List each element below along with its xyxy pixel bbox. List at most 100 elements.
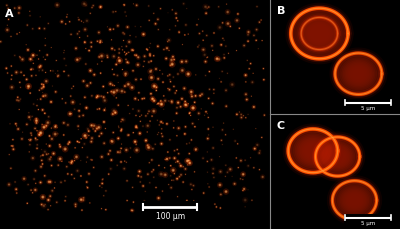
Point <box>223 89 229 93</box>
Point <box>222 164 229 167</box>
Point <box>36 89 42 93</box>
Point <box>34 104 40 108</box>
Point <box>65 142 71 146</box>
Point <box>28 138 34 142</box>
Point <box>219 128 226 132</box>
Point <box>84 20 90 24</box>
Point <box>34 143 40 147</box>
Point <box>27 92 33 95</box>
Point <box>210 49 216 53</box>
Point <box>170 76 176 80</box>
Point <box>37 181 44 185</box>
Point <box>218 81 224 84</box>
Point <box>89 95 95 98</box>
Point <box>30 62 36 66</box>
Point <box>80 199 87 202</box>
Point <box>167 64 174 68</box>
Point <box>146 61 152 65</box>
Point <box>126 134 132 137</box>
Point <box>54 201 60 204</box>
Point <box>174 195 181 199</box>
Point <box>108 167 114 171</box>
Point <box>107 83 114 86</box>
Point <box>171 157 178 160</box>
Point <box>204 7 210 11</box>
Point <box>37 181 44 185</box>
Point <box>90 166 97 169</box>
Point <box>96 126 102 130</box>
Point <box>17 98 24 101</box>
Point <box>223 105 230 109</box>
Point <box>230 128 236 131</box>
Point <box>116 48 122 52</box>
Point <box>150 12 157 16</box>
Point <box>133 36 139 40</box>
Point <box>41 204 47 208</box>
Point <box>211 92 217 96</box>
Point <box>238 159 244 163</box>
Point <box>120 119 126 122</box>
Point <box>77 57 83 61</box>
Point <box>48 101 54 104</box>
Point <box>89 7 95 10</box>
Point <box>24 123 30 127</box>
Point <box>87 82 94 85</box>
Point <box>79 208 85 212</box>
Point <box>110 113 116 116</box>
Point <box>44 54 50 57</box>
Point <box>70 101 76 105</box>
Point <box>234 113 240 117</box>
Point <box>62 199 68 203</box>
Point <box>173 13 179 16</box>
Point <box>83 63 89 67</box>
Point <box>130 70 136 73</box>
Point <box>182 133 188 136</box>
Point <box>122 11 128 15</box>
Point <box>249 199 255 202</box>
Point <box>132 54 138 58</box>
Point <box>33 117 40 121</box>
Point <box>8 167 14 170</box>
Point <box>136 110 142 113</box>
Point <box>42 44 48 48</box>
Point <box>115 137 122 141</box>
Point <box>103 208 109 212</box>
Point <box>130 131 136 135</box>
Point <box>38 87 45 91</box>
Point <box>44 54 50 57</box>
Point <box>91 74 98 77</box>
Point <box>159 135 166 139</box>
Point <box>16 7 22 11</box>
Point <box>165 75 171 78</box>
Point <box>110 11 116 15</box>
Point <box>90 128 96 131</box>
Point <box>132 140 138 144</box>
Point <box>241 44 247 48</box>
Point <box>42 174 48 178</box>
Point <box>151 99 157 103</box>
Point <box>64 165 70 169</box>
Point <box>30 103 37 106</box>
Point <box>57 157 63 161</box>
Point <box>151 85 158 89</box>
Point <box>84 186 91 190</box>
Point <box>170 179 177 182</box>
Point <box>232 139 238 143</box>
Point <box>261 114 268 117</box>
Point <box>200 49 207 52</box>
Point <box>135 56 142 60</box>
Point <box>146 54 152 58</box>
Point <box>147 53 153 57</box>
Point <box>209 45 215 49</box>
Point <box>144 49 151 52</box>
Point <box>48 101 54 104</box>
Point <box>4 24 10 28</box>
Point <box>171 157 178 160</box>
Point <box>174 134 180 138</box>
Point <box>88 158 94 162</box>
Point <box>116 57 122 60</box>
Point <box>66 161 72 164</box>
Point <box>155 78 161 81</box>
Point <box>77 103 83 106</box>
Point <box>142 190 148 194</box>
